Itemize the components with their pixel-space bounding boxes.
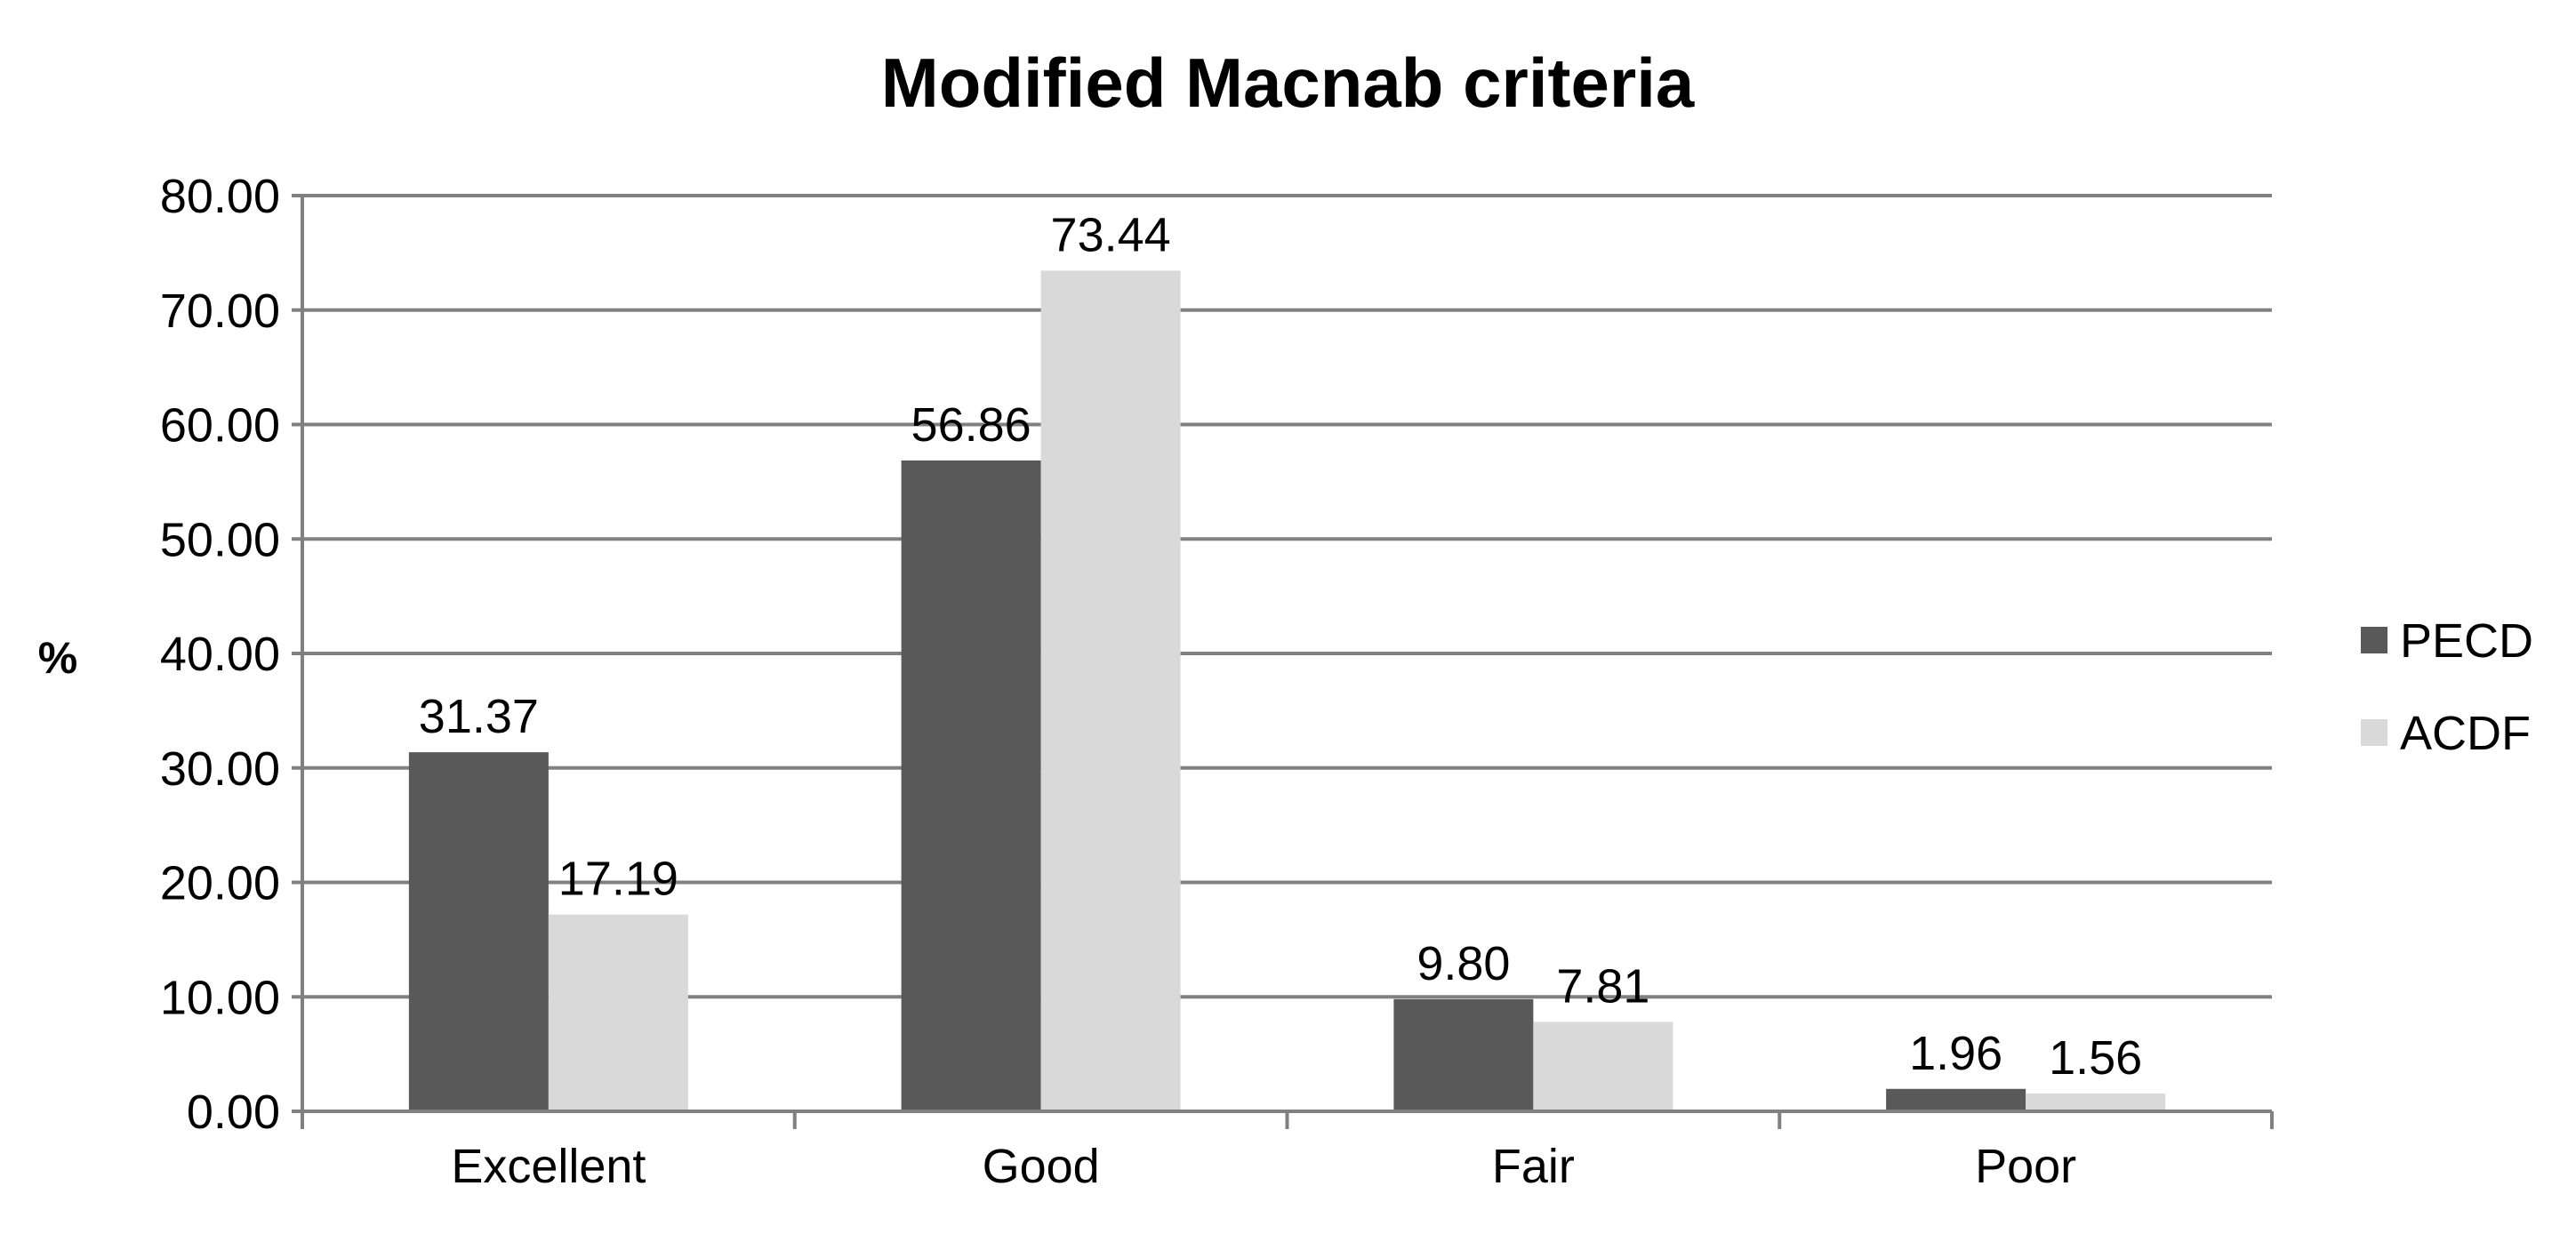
data-label-acdf-excellent: 17.19 <box>558 853 678 906</box>
y-tick-label: 0.00 <box>187 1086 280 1139</box>
bar-pecd-good <box>901 460 1041 1111</box>
bar-acdf-fair <box>1533 1022 1673 1111</box>
legend-label-pecd: PECD <box>2400 614 2533 668</box>
legend-swatch-pecd <box>2361 627 2387 653</box>
legend-swatch-acdf <box>2361 719 2387 746</box>
y-tick-label: 80.00 <box>160 170 280 223</box>
category-label-poor: Poor <box>1975 1140 2076 1193</box>
y-tick-label: 70.00 <box>160 284 280 338</box>
category-label-good: Good <box>983 1140 1100 1193</box>
bar-acdf-good <box>1040 270 1181 1112</box>
data-label-acdf-poor: 1.56 <box>2049 1031 2142 1085</box>
y-tick-label: 30.00 <box>160 742 280 796</box>
y-tick-label: 10.00 <box>160 971 280 1024</box>
category-label-fair: Fair <box>1492 1140 1575 1193</box>
gridlines <box>302 194 2272 999</box>
bar-acdf-excellent <box>548 914 688 1111</box>
y-tick-label: 50.00 <box>160 513 280 566</box>
y-axis-label: % <box>38 633 77 683</box>
legend: PECD ACDF <box>2361 614 2533 760</box>
data-label-pecd-fair: 9.80 <box>1416 937 1510 990</box>
bar-pecd-excellent <box>408 752 549 1111</box>
bar-acdf-poor <box>2026 1093 2166 1111</box>
bars <box>408 270 2166 1112</box>
chart-title: Modified Macnab criteria <box>881 44 1695 122</box>
data-label-pecd-good: 56.86 <box>911 398 1031 452</box>
legend-label-acdf: ACDF <box>2400 707 2531 760</box>
data-label-acdf-fair: 7.81 <box>1556 959 1649 1013</box>
bar-pecd-fair <box>1393 998 1534 1111</box>
y-tick-label: 40.00 <box>160 628 280 681</box>
category-label-excellent: Excellent <box>451 1140 646 1193</box>
axes: 0.00 10.00 20.00 30.00 40.00 50.00 60.00 70.00 8… <box>160 170 2274 1193</box>
bar-pecd-poor <box>1886 1088 2026 1111</box>
y-tick-label: 60.00 <box>160 399 280 453</box>
data-label-pecd-excellent: 31.37 <box>419 690 539 743</box>
y-tick-label: 20.00 <box>160 857 280 910</box>
data-label-pecd-poor: 1.96 <box>1909 1027 2002 1080</box>
data-labels: 31.37 17.19 56.86 73.44 9.80 7.81 1.96 1.56 <box>419 208 2142 1084</box>
data-label-acdf-good: 73.44 <box>1051 208 1171 261</box>
